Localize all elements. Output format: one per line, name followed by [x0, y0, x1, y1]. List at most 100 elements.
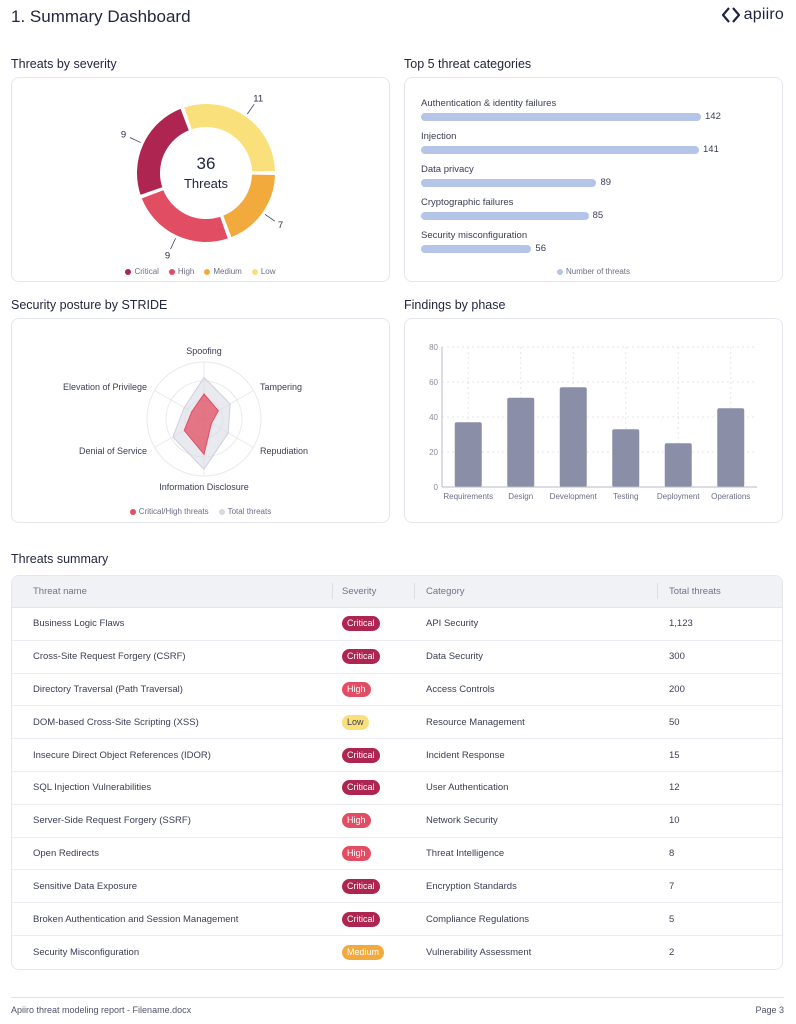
severity-badge: High	[342, 813, 371, 829]
radar-axis-label-repudiation: Repudiation	[260, 446, 308, 456]
severity-cell: High	[332, 681, 414, 697]
legend-dot-high	[168, 268, 175, 275]
severity-cell: Critical	[332, 780, 414, 796]
table-row[interactable]: Business Logic Flaws Critical API Security…	[12, 608, 782, 641]
column-header-threat-name[interactable]: Threat name	[33, 586, 87, 597]
category-bar-value: 56	[535, 243, 546, 254]
threat-name-cell: Insecure Direct Object References (IDOR)	[33, 749, 211, 761]
categories-card: Authentication & identity failures 142 Inj…	[404, 77, 783, 282]
phase-bar-development	[559, 387, 587, 487]
column-header-category[interactable]: Category	[414, 583, 657, 599]
threats-summary-table: Threat name Severity Category Total thre…	[11, 575, 783, 970]
category-bar-row-security-misconfiguration: Security misconfiguration 56	[421, 230, 761, 254]
category-bar-row-cryptographic-failures: Cryptographic failures 85	[421, 197, 761, 221]
phase-card: 0 20 40 60 80 Requirements Design Development Te…	[404, 318, 783, 523]
radar-axis-label-spoofing: Spoofing	[186, 346, 222, 356]
severity-cell: Medium	[332, 944, 414, 960]
category-bar	[421, 245, 532, 253]
severity-section-title: Threats by severity	[11, 57, 117, 71]
severity-badge: Critical	[342, 649, 380, 665]
donut-leader-medium	[264, 213, 276, 222]
stride-card: Spoofing Tampering Repudiation Information …	[11, 318, 390, 523]
total-threats-cell: 12	[669, 782, 680, 794]
legend-dot-critical	[125, 268, 132, 275]
category-bar-track: 142	[421, 111, 761, 122]
category-cell: Data Security	[426, 651, 484, 663]
threat-name-cell: DOM-based Cross-Site Scripting (XSS)	[33, 716, 199, 728]
category-bar	[421, 179, 597, 187]
threat-name-cell: Server-Side Request Forgery (SSRF)	[33, 815, 191, 827]
phase-bar-testing	[612, 429, 640, 487]
category-bar	[421, 212, 589, 220]
severity-cell: Low	[332, 714, 414, 730]
donut-slice-critical	[135, 106, 192, 198]
x-tick-label-testing: Testing	[613, 492, 638, 501]
legend-dot-total	[218, 508, 225, 515]
apiiro-chevrons-icon	[721, 7, 740, 23]
total-threats-cell: 1,123	[669, 618, 693, 630]
donut-leader-high	[170, 238, 176, 250]
threat-name-cell: Cross-Site Request Forgery (CSRF)	[33, 651, 186, 663]
legend-item-low: Low	[251, 267, 276, 276]
table-row[interactable]: Broken Authentication and Session Manage…	[12, 903, 782, 936]
severity-donut-chart: 11 7 9 9 36 Threats	[121, 93, 283, 261]
footer-page-number: Page 3	[755, 1005, 784, 1015]
donut-leader-critical	[129, 137, 141, 143]
y-tick-label: 60	[429, 378, 438, 387]
severity-badge: Critical	[342, 780, 380, 796]
table-row[interactable]: Security Misconfiguration Medium Vulnerabi…	[12, 936, 782, 969]
severity-badge: Medium	[342, 944, 385, 960]
apiiro-logo: apiiro	[721, 6, 784, 24]
table-row[interactable]: Directory Traversal (Path Traversal) High…	[12, 674, 782, 707]
table-header: Threat name Severity Category Total thre…	[12, 576, 782, 608]
total-threats-cell: 10	[669, 815, 680, 827]
category-bar-value: 85	[592, 210, 604, 221]
legend-item-critical: Critical	[125, 267, 159, 276]
category-bar-value: 141	[703, 144, 719, 155]
threat-name-cell: SQL Injection Vulnerabilities	[33, 782, 152, 794]
table-row[interactable]: Sensitive Data Exposure Critical Encryptio…	[12, 870, 782, 904]
logo-text: apiiro	[743, 6, 784, 23]
category-bar-label: Injection	[421, 131, 457, 142]
table-body: Business Logic Flaws Critical API Security…	[12, 608, 782, 969]
table-row[interactable]: Open Redirects High Threat Intelligence 8	[12, 838, 782, 871]
category-cell: Encryption Standards	[426, 880, 517, 892]
table-row[interactable]: Insecure Direct Object References (IDOR)…	[12, 739, 782, 772]
severity-cell: Critical	[332, 747, 414, 763]
total-threats-cell: 7	[669, 880, 675, 892]
severity-cell: Critical	[332, 911, 414, 927]
category-cell: Vulnerability Assessment	[426, 946, 532, 958]
category-bar-value: 142	[705, 111, 721, 122]
donut-slice-medium	[220, 172, 278, 240]
legend-item-high: High	[168, 267, 194, 276]
donut-slice-high	[139, 187, 231, 244]
category-bar-row-injection: Injection 141	[421, 131, 761, 155]
severity-badge: Critical	[342, 747, 380, 763]
total-threats-cell: 50	[669, 716, 680, 728]
table-row[interactable]: Server-Side Request Forgery (SSRF) High Ne…	[12, 805, 782, 838]
radar-axis-label-information-disclosure: Information Disclosure	[159, 482, 249, 492]
column-header-severity[interactable]: Severity	[332, 583, 414, 599]
stride-radar-chart: Spoofing Tampering Repudiation Information …	[63, 346, 308, 492]
legend-dot-low	[251, 268, 258, 275]
threat-name-cell: Security Misconfiguration	[33, 946, 140, 958]
threat-name-cell: Directory Traversal (Path Traversal)	[33, 683, 183, 695]
donut-center-label: Threats	[184, 176, 229, 191]
table-row[interactable]: Cross-Site Request Forgery (CSRF) Critica…	[12, 641, 782, 674]
radar-axis-label-denial-of-service: Denial of Service	[79, 446, 147, 456]
category-bar-label: Cryptographic failures	[421, 197, 514, 208]
table-row[interactable]: SQL Injection Vulnerabilities Critical Use…	[12, 772, 782, 805]
total-threats-cell: 2	[669, 946, 675, 958]
y-tick-label: 20	[429, 448, 438, 457]
table-row[interactable]: DOM-based Cross-Site Scripting (XSS) Low R…	[12, 706, 782, 740]
threat-name-cell: Business Logic Flaws	[33, 618, 125, 630]
category-cell: API Security	[426, 618, 479, 630]
category-cell: Resource Management	[426, 716, 525, 728]
severity-badge: Critical	[342, 878, 380, 894]
categories-legend: Number of threats	[405, 267, 782, 276]
column-header-total-threats[interactable]: Total threats	[657, 583, 782, 599]
footer-document-name: Apiiro threat modeling report - Filename…	[11, 1005, 192, 1015]
legend-dot-medium	[204, 268, 211, 275]
legend-item-number-of-threats: Number of threats	[556, 267, 630, 276]
radar-series-critical-high-threats	[183, 393, 219, 456]
